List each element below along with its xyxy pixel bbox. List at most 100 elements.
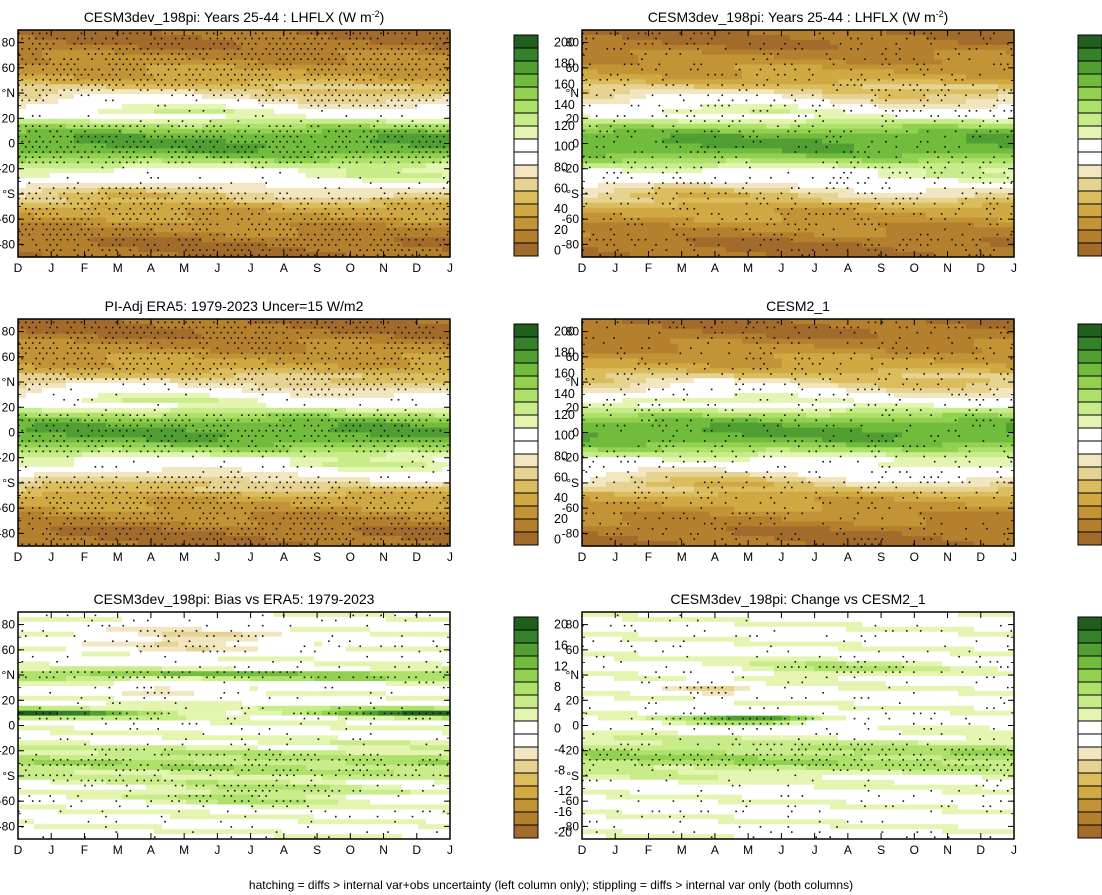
x-tick-label: J bbox=[812, 550, 818, 564]
x-tick-label: N bbox=[379, 843, 388, 857]
colorbar-segment bbox=[514, 467, 538, 480]
colorbar-label: 0 bbox=[554, 722, 561, 736]
y-tick-label: °S bbox=[2, 187, 15, 201]
colorbar-segment bbox=[1078, 708, 1102, 721]
y-tick-label: -20 bbox=[562, 162, 580, 176]
colorbar-segment bbox=[1078, 126, 1102, 139]
y-tick-label: 60 bbox=[566, 643, 580, 657]
colorbar-segment bbox=[514, 74, 538, 87]
x-tick-label: F bbox=[645, 843, 652, 857]
x-tick-label: F bbox=[81, 843, 88, 857]
x-tick-label: A bbox=[147, 843, 155, 857]
colorbar-segment bbox=[514, 506, 538, 519]
y-tick-label: 60 bbox=[2, 350, 16, 364]
colorbar-segment bbox=[1078, 48, 1102, 61]
x-tick-label: D bbox=[578, 261, 587, 275]
y-tick-label: -60 bbox=[562, 501, 580, 515]
x-tick-label: S bbox=[313, 261, 321, 275]
x-tick-label: D bbox=[578, 843, 587, 857]
y-tick-label: 0 bbox=[8, 426, 15, 440]
colorbar-segment bbox=[514, 389, 538, 402]
colorbar-segment bbox=[1078, 799, 1102, 812]
colorbar-segment bbox=[514, 532, 538, 545]
y-tick-label: 80 bbox=[566, 36, 580, 50]
colorbar-segment bbox=[1078, 35, 1102, 48]
x-tick-label: M bbox=[113, 261, 123, 275]
colorbar-segment bbox=[1078, 363, 1102, 376]
x-tick-label: J bbox=[447, 843, 453, 857]
x-tick-label: J bbox=[778, 261, 784, 275]
colorbar-segment bbox=[1078, 630, 1102, 643]
x-tick-label: D bbox=[578, 550, 587, 564]
colorbar-segment bbox=[1078, 812, 1102, 825]
x-tick-label: A bbox=[147, 261, 155, 275]
y-tick-label: -80 bbox=[0, 237, 15, 251]
x-tick-label: N bbox=[943, 843, 952, 857]
colorbar-segment bbox=[514, 493, 538, 506]
y-tick-label: 60 bbox=[2, 61, 16, 75]
y-tick-label: °N bbox=[566, 668, 579, 682]
colorbar-label: 0 bbox=[554, 533, 561, 547]
panel-title: CESM3dev_198pi: Years 25-44 : LHFLX (W m… bbox=[84, 9, 385, 25]
x-tick-label: J bbox=[1011, 550, 1017, 564]
colorbar-segment bbox=[1078, 773, 1102, 786]
colorbar-segment bbox=[514, 191, 538, 204]
colorbar-segment bbox=[1078, 493, 1102, 506]
panel-title: CESM2_1 bbox=[766, 298, 830, 314]
colorbar-segment bbox=[1078, 825, 1102, 838]
x-tick-label: D bbox=[976, 843, 985, 857]
x-tick-label: A bbox=[280, 843, 288, 857]
x-tick-label: O bbox=[910, 261, 919, 275]
x-tick-label: D bbox=[412, 843, 421, 857]
colorbar-segment bbox=[1078, 656, 1102, 669]
y-tick-label: °S bbox=[566, 476, 579, 490]
x-tick-label: M bbox=[179, 261, 189, 275]
colorbar-segment bbox=[1078, 165, 1102, 178]
panel-bias: CESM3dev_198pi: Bias vs ERA5: 1979-20238… bbox=[0, 591, 572, 857]
x-tick-label: J bbox=[214, 261, 220, 275]
figure-caption: hatching = diffs > internal var+obs unce… bbox=[0, 878, 1102, 892]
colorbar-segment bbox=[1078, 324, 1102, 337]
colorbar-segment bbox=[1078, 243, 1102, 256]
colorbar-segment bbox=[514, 376, 538, 389]
x-tick-label: S bbox=[877, 261, 885, 275]
colorbar-segment bbox=[514, 695, 538, 708]
colorbar-segment bbox=[1078, 139, 1102, 152]
colorbar-segment bbox=[514, 61, 538, 74]
x-tick-label: M bbox=[179, 843, 189, 857]
y-tick-label: 0 bbox=[8, 137, 15, 151]
panel-title: CESM3dev_198pi: Years 25-44 : LHFLX (W m… bbox=[648, 9, 949, 25]
x-tick-label: M bbox=[743, 261, 753, 275]
x-tick-label: A bbox=[711, 843, 719, 857]
colorbar-segment bbox=[1078, 721, 1102, 734]
y-tick-label: -60 bbox=[562, 212, 580, 226]
y-tick-label: -20 bbox=[0, 451, 15, 465]
x-tick-label: J bbox=[248, 843, 254, 857]
x-tick-label: D bbox=[412, 261, 421, 275]
y-tick-label: °N bbox=[2, 668, 15, 682]
y-tick-label: 20 bbox=[2, 400, 16, 414]
colorbar-segment bbox=[1078, 61, 1102, 74]
y-tick-label: -20 bbox=[562, 451, 580, 465]
colorbar-label: 4 bbox=[554, 701, 561, 715]
colorbar-segment bbox=[514, 630, 538, 643]
x-tick-label: D bbox=[976, 550, 985, 564]
colorbar-label: -8 bbox=[554, 763, 565, 777]
colorbar-segment bbox=[1078, 669, 1102, 682]
x-tick-label: A bbox=[711, 261, 719, 275]
x-tick-label: M bbox=[113, 843, 123, 857]
x-tick-label: D bbox=[976, 261, 985, 275]
y-tick-label: -60 bbox=[0, 501, 15, 515]
y-tick-label: 0 bbox=[572, 137, 579, 151]
colorbar-segment bbox=[514, 350, 538, 363]
y-tick-label: -20 bbox=[562, 744, 580, 758]
y-tick-label: -80 bbox=[562, 819, 580, 833]
x-tick-label: D bbox=[14, 843, 23, 857]
colorbar-segment bbox=[514, 656, 538, 669]
colorbar-segment bbox=[514, 617, 538, 630]
x-tick-label: S bbox=[313, 843, 321, 857]
colorbar-segment bbox=[1078, 454, 1102, 467]
x-tick-label: M bbox=[743, 843, 753, 857]
colorbar-segment bbox=[514, 441, 538, 454]
